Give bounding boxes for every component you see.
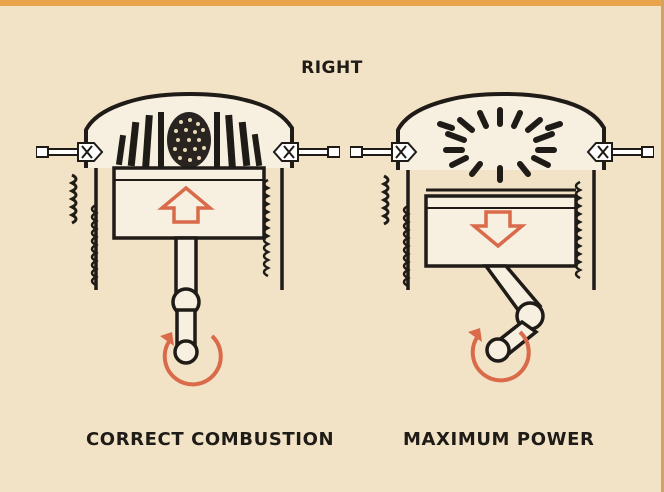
piston-arrow-icon xyxy=(469,210,527,249)
diagram-title: RIGHT xyxy=(301,58,363,78)
connecting-rod xyxy=(171,236,201,365)
spark-plug-icon xyxy=(350,142,417,162)
spark-plug-icon xyxy=(36,142,103,162)
cylinder-walls xyxy=(380,170,596,290)
rotation-arrow-icon xyxy=(470,330,531,383)
dotted-flame-core xyxy=(173,118,206,162)
right-border xyxy=(661,0,664,492)
caption-maximum-power: MAXIMUM POWER xyxy=(403,429,595,450)
caption-correct-combustion: CORRECT COMBUSTION xyxy=(86,429,335,450)
left-engine xyxy=(36,92,340,387)
right-engine xyxy=(350,92,654,383)
spark-plug-icon xyxy=(273,142,340,162)
explosion-burst xyxy=(437,107,563,183)
cylinder-walls xyxy=(68,168,284,290)
cylinder-head xyxy=(396,92,606,170)
piston-arrow-icon xyxy=(157,185,215,224)
top-border xyxy=(0,0,664,6)
spark-plug-icon xyxy=(587,142,654,162)
connecting-rod xyxy=(482,264,545,363)
rotation-arrow-icon xyxy=(162,334,223,387)
